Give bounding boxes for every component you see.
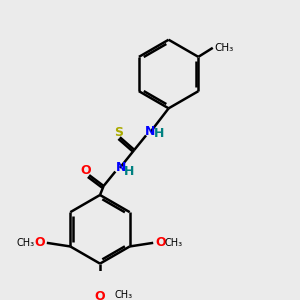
Text: N: N (145, 125, 155, 138)
Text: O: O (80, 164, 91, 177)
Text: CH₃: CH₃ (16, 238, 34, 248)
Text: N: N (116, 161, 126, 174)
Text: CH₃: CH₃ (165, 238, 183, 248)
Text: H: H (154, 127, 164, 140)
Text: H: H (124, 165, 134, 178)
Text: O: O (155, 236, 166, 249)
Text: O: O (95, 290, 105, 300)
Text: O: O (34, 236, 45, 249)
Text: CH₃: CH₃ (214, 43, 234, 53)
Text: CH₃: CH₃ (115, 290, 133, 300)
Text: S: S (115, 126, 124, 139)
